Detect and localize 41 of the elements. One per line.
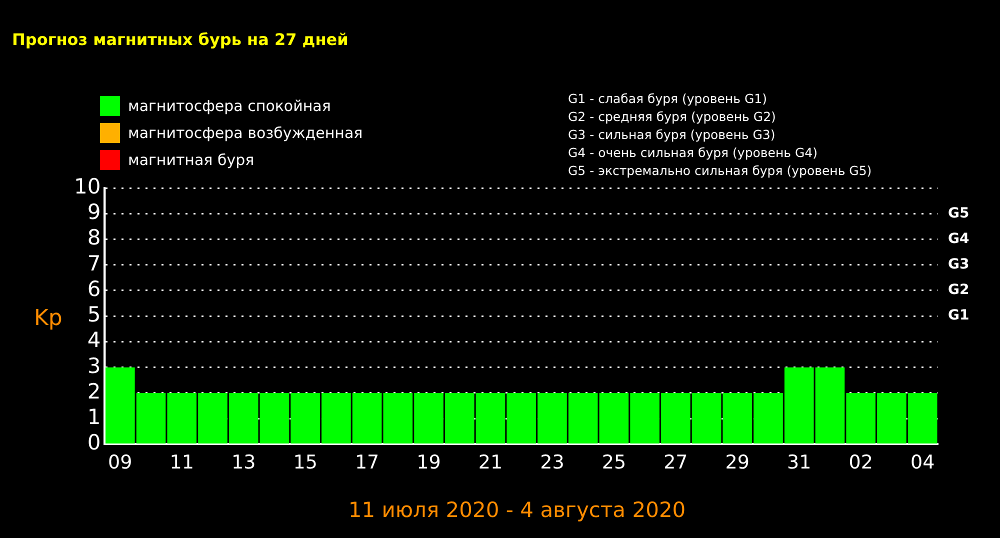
x-tick-label: 19 — [416, 452, 441, 474]
text: G5 — [948, 205, 970, 222]
text: G1 — [948, 308, 970, 324]
text: G4 — [948, 230, 970, 247]
y-tick-label: 2 — [87, 379, 101, 404]
x-tick-label: 13 — [232, 452, 256, 474]
y-tick-label: 10 — [74, 174, 101, 198]
legend-label: магнитосфера возбужденная — [128, 124, 363, 142]
text: G4 - очень сильная буря (уровень G4) — [568, 144, 818, 162]
x-tick-label: 17 — [354, 452, 380, 474]
text: G3 - сильная буря (уровень G3) — [568, 126, 776, 144]
x-tick-label: 27 — [664, 452, 688, 474]
text: G5 - экстремально сильная буря (уровень G5) — [568, 162, 872, 180]
x-tick-label: 21 — [478, 452, 503, 474]
y-tick-label: 0 — [87, 430, 101, 455]
text: G1 - слабая буря (уровень G1) — [568, 90, 768, 108]
text: G3 — [948, 256, 970, 272]
x-tick-label: 04 — [910, 452, 935, 474]
y-axis-title: Kp — [34, 306, 62, 331]
text: G2 - средняя буря (уровень G2) — [568, 108, 777, 126]
y-tick-label: 3 — [87, 354, 101, 378]
x-tick-label: 31 — [787, 452, 812, 474]
y-tick-label: 5 — [87, 302, 101, 327]
legend-label: магнитная буря — [128, 150, 254, 168]
x-tick-label: 09 — [108, 452, 132, 474]
x-tick-label: 25 — [602, 452, 626, 474]
x-axis-title: 11 июля 2020 - 4 августа 2020 — [347, 498, 687, 522]
y-tick-label: 1 — [87, 405, 101, 430]
x-tick-label: 23 — [540, 452, 564, 474]
y-tick-label: 6 — [87, 276, 101, 301]
x-tick-label: 15 — [293, 452, 318, 474]
x-tick-label: 02 — [848, 452, 873, 474]
chart-title: Прогноз магнитных бурь на 27 дней — [12, 30, 348, 49]
y-tick-label: 4 — [87, 328, 101, 352]
y-tick-label: 9 — [87, 200, 101, 224]
text: G2 — [948, 282, 970, 298]
y-tick-label: 7 — [87, 251, 101, 276]
x-tick-label: 11 — [170, 452, 194, 474]
y-tick-label: 8 — [87, 226, 101, 250]
legend-label: магнитосфера спокойная — [128, 96, 331, 114]
x-tick-label: 29 — [725, 452, 750, 474]
